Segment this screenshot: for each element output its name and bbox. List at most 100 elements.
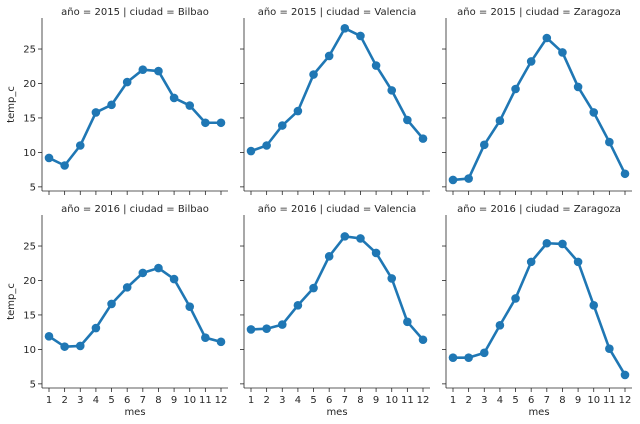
series-line bbox=[451, 36, 627, 182]
data-point bbox=[91, 108, 101, 117]
y-tick-label: 5 bbox=[30, 379, 36, 390]
data-point bbox=[107, 100, 116, 110]
y-tick-label: 10 bbox=[23, 148, 36, 159]
data-point bbox=[138, 268, 148, 278]
x-tick-label: 10 bbox=[587, 395, 600, 406]
data-point bbox=[589, 300, 599, 310]
data-point bbox=[356, 31, 365, 41]
data-point bbox=[526, 57, 536, 66]
data-point bbox=[246, 325, 256, 334]
data-point bbox=[605, 344, 614, 354]
data-point bbox=[573, 257, 583, 267]
x-tick-label: 1 bbox=[248, 395, 254, 406]
data-point bbox=[154, 66, 163, 76]
data-point bbox=[371, 61, 381, 70]
data-point bbox=[44, 153, 54, 163]
data-point bbox=[448, 175, 458, 185]
x-tick-label: 7 bbox=[342, 395, 348, 406]
data-point bbox=[418, 134, 428, 143]
panel-title: año = 2015 | ciudad = Zaragoza bbox=[457, 7, 621, 18]
data-point bbox=[479, 140, 489, 150]
data-point bbox=[138, 65, 148, 74]
data-point bbox=[403, 317, 412, 327]
data-point bbox=[169, 93, 179, 103]
series-line bbox=[47, 266, 223, 348]
data-point bbox=[340, 24, 350, 33]
data-point bbox=[324, 51, 334, 61]
data-point bbox=[356, 234, 365, 243]
y-axis-label: temp_c bbox=[6, 86, 17, 123]
data-point bbox=[340, 232, 350, 241]
facet-panel: año = 2015 | ciudad = Zaragoza bbox=[442, 7, 632, 195]
x-tick-label: 10 bbox=[183, 395, 196, 406]
data-point bbox=[277, 320, 287, 329]
data-point bbox=[464, 174, 473, 183]
panel-title: año = 2016 | ciudad = Zaragoza bbox=[457, 204, 621, 215]
x-tick-label: 5 bbox=[108, 395, 114, 406]
x-tick-label: 3 bbox=[279, 395, 285, 406]
data-point bbox=[511, 294, 520, 303]
data-point bbox=[495, 320, 505, 330]
x-tick-label: 8 bbox=[357, 395, 363, 406]
x-axis-label: mes bbox=[528, 407, 549, 418]
x-tick-label: 4 bbox=[295, 395, 301, 406]
x-tick-label: 10 bbox=[385, 395, 398, 406]
x-tick-label: 6 bbox=[528, 395, 534, 406]
data-point bbox=[60, 342, 69, 351]
data-point bbox=[75, 141, 85, 150]
panel-title: año = 2015 | ciudad = Valencia bbox=[258, 7, 417, 18]
data-point bbox=[262, 324, 271, 334]
data-point bbox=[620, 370, 630, 380]
x-tick-label: 5 bbox=[310, 395, 316, 406]
x-axis-label: mes bbox=[326, 407, 347, 418]
y-tick-label: 25 bbox=[23, 242, 36, 253]
x-tick-label: 3 bbox=[77, 395, 83, 406]
x-tick-label: 3 bbox=[481, 395, 487, 406]
data-point bbox=[262, 141, 271, 150]
y-axis-label: temp_c bbox=[6, 283, 17, 320]
y-tick-label: 15 bbox=[23, 310, 36, 321]
x-tick-label: 9 bbox=[373, 395, 379, 406]
data-point bbox=[495, 116, 505, 125]
x-tick-label: 2 bbox=[465, 395, 471, 406]
data-point bbox=[91, 323, 101, 333]
y-tick-label: 20 bbox=[23, 276, 36, 287]
data-point bbox=[309, 70, 318, 79]
data-point bbox=[309, 283, 318, 293]
data-point bbox=[293, 106, 303, 116]
x-tick-label: 7 bbox=[140, 395, 146, 406]
data-point bbox=[464, 353, 473, 362]
data-point bbox=[216, 118, 226, 128]
data-point bbox=[201, 118, 210, 128]
panel-title: año = 2016 | ciudad = Valencia bbox=[258, 204, 417, 215]
data-point bbox=[122, 77, 132, 87]
x-tick-label: 12 bbox=[215, 395, 228, 406]
series-line bbox=[249, 235, 425, 342]
x-tick-label: 4 bbox=[93, 395, 99, 406]
y-tick-label: 5 bbox=[30, 182, 36, 193]
data-point bbox=[479, 348, 489, 358]
data-point bbox=[542, 33, 552, 43]
y-tick-label: 15 bbox=[23, 113, 36, 124]
data-point bbox=[511, 84, 520, 94]
x-tick-label: 8 bbox=[155, 395, 161, 406]
x-tick-label: 9 bbox=[171, 395, 177, 406]
data-point bbox=[589, 108, 599, 117]
data-point bbox=[558, 239, 567, 249]
data-point bbox=[293, 300, 303, 310]
y-tick-label: 10 bbox=[23, 345, 36, 356]
data-point bbox=[107, 299, 116, 309]
series-line bbox=[47, 68, 223, 167]
x-tick-label: 4 bbox=[497, 395, 503, 406]
data-point bbox=[573, 82, 583, 92]
data-point bbox=[122, 283, 132, 292]
data-point bbox=[620, 169, 630, 179]
data-point bbox=[324, 252, 334, 261]
x-tick-label: 6 bbox=[326, 395, 332, 406]
data-point bbox=[387, 274, 397, 283]
x-tick-label: 1 bbox=[46, 395, 52, 406]
x-tick-label: 1 bbox=[450, 395, 456, 406]
